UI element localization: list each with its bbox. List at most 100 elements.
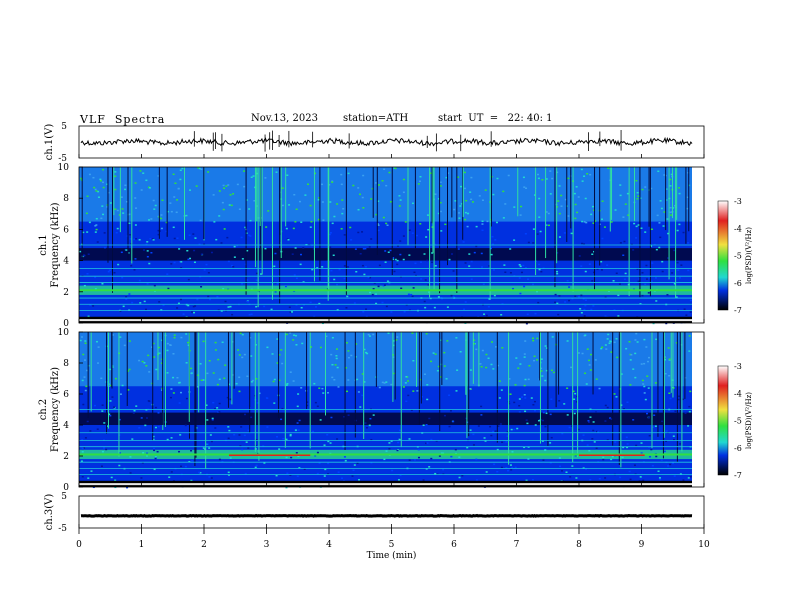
x-tick-label: 6 [451, 540, 457, 550]
ch1-texture-dot [133, 269, 136, 271]
ch1-texture-dot [545, 211, 548, 213]
ch2-texture-dot [663, 450, 666, 453]
ch2-texture-dot [472, 339, 475, 342]
ch2-texture-dot [456, 369, 459, 371]
ch2-texture-dot [572, 390, 575, 393]
ch1-texture-dot [187, 278, 190, 281]
ch1-texture-dot [361, 196, 364, 199]
ch1-texture-dot [96, 241, 99, 243]
ch2-texture-dot [157, 346, 160, 349]
ch1-texture-dot [439, 185, 442, 187]
ch2-texture-dot [519, 363, 522, 365]
ch1-texture-dot [381, 301, 384, 304]
ch1-texture-dot [533, 194, 536, 196]
ch2-texture-dot [552, 371, 555, 374]
ch1-texture-dot [130, 265, 133, 267]
ch2-texture-dot [157, 425, 160, 428]
ch2-texture-dot [490, 363, 493, 366]
ch1-texture-dot [641, 188, 644, 191]
ch1-texture-dot [558, 295, 561, 297]
ch2-texture-dot [172, 353, 175, 355]
ch1-texture-dot [447, 172, 450, 174]
ch1-texture-dot [462, 241, 465, 243]
ch2-texture-dot [485, 471, 488, 473]
ch2-texture-dot [151, 346, 154, 348]
ch2-texture-dot [166, 342, 169, 345]
ch2-texture-dot [153, 356, 156, 358]
ch1-texture-dot [678, 192, 681, 195]
ch2-texture-dot [221, 341, 224, 344]
ch2-texture-dot [550, 398, 553, 400]
ch1-texture-dot [678, 277, 681, 279]
ch1-texture-dot [687, 242, 690, 244]
ch2-texture-dot [237, 349, 240, 351]
ch1-texture-dot [218, 190, 221, 192]
ch1-texture-dot [551, 177, 554, 180]
ch1-texture-dot [534, 312, 537, 315]
ch1-texture-dot [612, 280, 615, 282]
ch2-texture-dot [426, 442, 429, 444]
ch1-texture-dot [113, 272, 116, 274]
ch2-texture-dot [347, 356, 350, 359]
ch2-texture-dot [347, 414, 350, 416]
ch1-texture-dot [464, 262, 467, 264]
ch1-texture-dot [538, 268, 541, 271]
ch2-texture-dot [628, 470, 631, 473]
ch1-texture-dot [89, 304, 92, 306]
ch1-texture-dot [86, 231, 89, 233]
ch2-texture-dot [199, 471, 202, 474]
ch2-texture-dot [518, 404, 521, 407]
ch1-texture-dot [536, 233, 539, 235]
ch2-texture-dot [147, 354, 150, 357]
ch1-dark-band [79, 248, 692, 261]
ch1-texture-dot [431, 252, 434, 254]
ch1-texture-dot [148, 262, 151, 265]
ch1-texture-dot [381, 180, 384, 182]
ch1-texture-dot [452, 270, 455, 272]
ch2-texture-dot [640, 452, 643, 454]
ch1-texture-dot [225, 185, 228, 187]
ch1-texture-dot [245, 199, 248, 201]
ch2-texture-dot [505, 441, 508, 443]
ch2-texture-dot [498, 397, 501, 399]
ch2-texture-dot [570, 366, 573, 369]
ch2-texture-dot [589, 479, 592, 481]
ch1-texture-dot [127, 252, 130, 254]
ch2-texture-dot [667, 347, 670, 349]
ch1-texture-dot [270, 308, 273, 311]
ch2-texture-dot [584, 334, 587, 336]
ch1-texture-dot [248, 208, 251, 210]
ch1-texture-dot [177, 302, 180, 305]
ch1-texture-dot [322, 219, 325, 221]
ch1-texture-dot [666, 294, 669, 296]
ch2-texture-dot [647, 356, 650, 359]
ch1-texture-dot [475, 225, 478, 228]
ch2-texture-dot [363, 381, 366, 383]
ch1-texture-dot [589, 173, 592, 176]
ch1-texture-dot [345, 307, 348, 309]
ch1-texture-dot [128, 213, 131, 216]
ch2-texture-dot [296, 475, 299, 477]
ch1-texture-dot [124, 188, 127, 191]
ch1-texture-dot [95, 224, 98, 226]
ch2-texture-dot [508, 378, 511, 380]
ch2-texture-dot [173, 336, 176, 339]
ch2-texture-dot [398, 429, 401, 432]
ch2-texture-dot [185, 333, 188, 335]
ch1-texture-dot [119, 310, 122, 313]
ch1-texture-dot [594, 220, 597, 222]
ch2-texture-dot [190, 372, 193, 374]
ch1-texture-dot [470, 198, 473, 201]
ch1-ytick-label: 10 [58, 163, 70, 173]
ch1-texture-dot [300, 221, 303, 224]
ch1-texture-dot [99, 180, 102, 182]
ch1-texture-dot [248, 313, 251, 316]
ch2-texture-dot [272, 380, 275, 383]
ch1-texture-dot [370, 198, 373, 200]
ch1-texture-dot [385, 305, 388, 308]
ch1-texture-dot [439, 210, 442, 213]
ch1-texture-dot [245, 232, 248, 234]
ch2-texture-dot [665, 440, 668, 442]
ch1-texture-dot [170, 263, 173, 265]
ch1-texture-dot [329, 231, 332, 234]
